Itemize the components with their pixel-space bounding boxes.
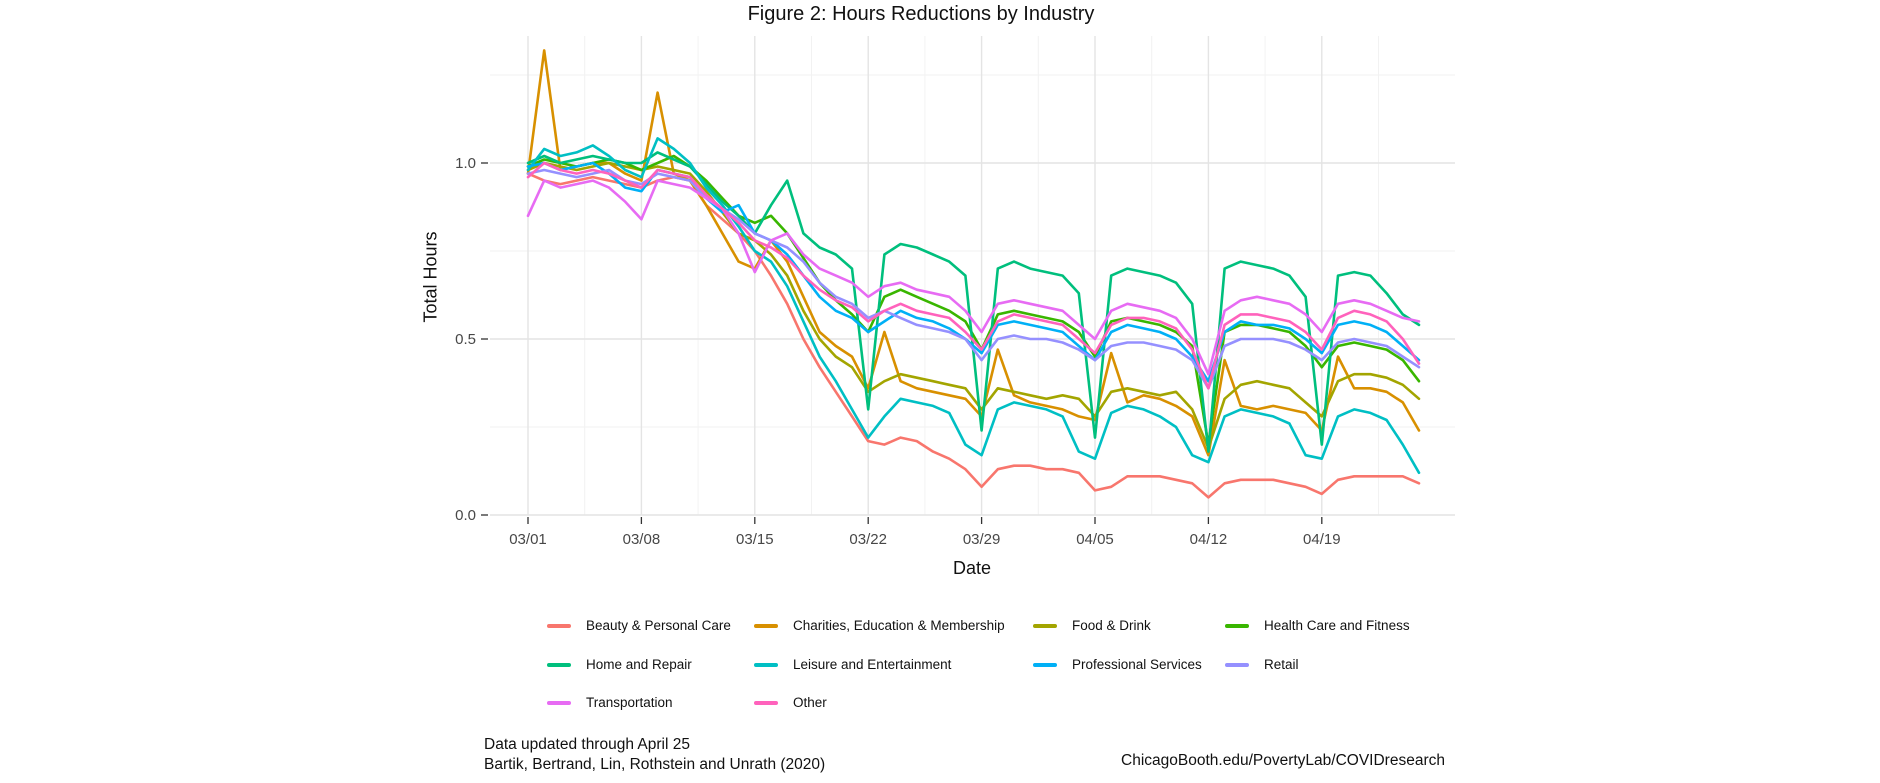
legend-label: Transportation	[586, 695, 673, 710]
legend-line-swatch	[754, 701, 778, 705]
legend-label: Home and Repair	[586, 657, 692, 672]
legend-line-swatch	[547, 663, 571, 667]
legend-label: Food & Drink	[1072, 618, 1151, 633]
legend-label: Leisure and Entertainment	[793, 657, 952, 672]
footer-note-line2: Bartik, Bertrand, Lin, Rothstein and Unr…	[484, 756, 826, 773]
legend-label: Retail	[1264, 657, 1299, 672]
y-tick-labels: 0.0 0.5 1.0	[455, 155, 476, 524]
svg-text:1.0: 1.0	[455, 155, 476, 172]
legend-line-swatch	[754, 663, 778, 667]
legend-line-swatch	[547, 701, 571, 705]
svg-text:03/01: 03/01	[509, 531, 547, 548]
svg-text:04/05: 04/05	[1076, 531, 1114, 548]
legend-line-swatch	[1225, 663, 1249, 667]
svg-text:04/12: 04/12	[1190, 531, 1228, 548]
series-line-transportation	[526, 179, 1421, 376]
svg-text:03/22: 03/22	[849, 531, 887, 548]
legend-line-swatch	[1033, 663, 1057, 667]
series-line-other	[526, 161, 1421, 390]
series-line-food-drink	[526, 161, 1421, 450]
svg-text:0.0: 0.0	[455, 507, 476, 524]
legend-line-swatch	[754, 624, 778, 628]
legend-line-swatch	[547, 624, 571, 628]
footer-note-line1: Data updated through April 25	[484, 736, 690, 753]
legend-label: Beauty & Personal Care	[586, 618, 731, 633]
series-line-health-care-and-fitness	[526, 154, 1421, 446]
legend-line-swatch	[1033, 624, 1057, 628]
legend-label: Charities, Education & Membership	[793, 618, 1005, 633]
svg-text:03/29: 03/29	[963, 531, 1001, 548]
chart-title: Figure 2: Hours Reductions by Industry	[747, 3, 1095, 25]
series-line-leisure-and-entertainment	[526, 137, 1421, 475]
series-line-home-and-repair	[526, 151, 1421, 453]
x-tick-labels: 03/01 03/08 03/15 03/22 03/29 04/05 04/12 04/19	[509, 531, 1340, 548]
svg-text:03/08: 03/08	[623, 531, 661, 548]
svg-text:04/19: 04/19	[1303, 531, 1341, 548]
major-gridlines	[490, 36, 1455, 516]
legend-label: Professional Services	[1072, 657, 1202, 672]
series-line-charities-education-membership	[526, 49, 1421, 457]
footer-site-url: ChicagoBooth.edu/PovertyLab/COVIDresearc…	[1121, 752, 1445, 769]
minor-gridlines	[490, 36, 1455, 515]
axis-ticks	[481, 162, 1323, 524]
x-axis-title: Date	[952, 558, 992, 578]
series-line-retail	[526, 168, 1421, 390]
svg-text:0.5: 0.5	[455, 331, 476, 348]
legend-label: Other	[793, 695, 827, 710]
legend-line-swatch	[1225, 624, 1249, 628]
svg-text:03/15: 03/15	[736, 531, 774, 548]
legend-label: Health Care and Fitness	[1264, 618, 1410, 633]
